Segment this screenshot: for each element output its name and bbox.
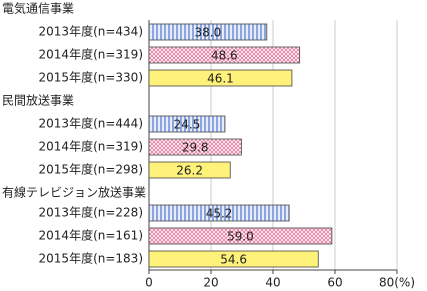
- group-label: 有線テレビジョン放送事業: [2, 185, 146, 200]
- bar: [148, 23, 268, 41]
- bar: [148, 250, 319, 268]
- value-label: 59.0: [227, 230, 254, 244]
- category-label: 2013年度(n=434): [39, 24, 143, 39]
- category-label: 2015年度(n=183): [39, 251, 143, 266]
- x-tick-label: 80(%): [379, 276, 415, 290]
- x-tick-label: 60: [327, 276, 342, 290]
- value-label: 24.5: [174, 118, 201, 132]
- category-label: 2014年度(n=319): [39, 139, 143, 154]
- bar: [148, 161, 231, 179]
- bar: [148, 115, 226, 133]
- category-label: 2015年度(n=298): [39, 162, 143, 177]
- category-label: 2014年度(n=161): [39, 228, 143, 243]
- x-tick-label: 40: [265, 276, 280, 290]
- value-label: 45.2: [206, 207, 233, 221]
- category-label: 2013年度(n=228): [39, 205, 143, 220]
- value-label: 54.6: [220, 253, 247, 267]
- category-label: 2015年度(n=330): [39, 70, 143, 85]
- group-label: 民間放送事業: [2, 93, 74, 108]
- value-label: 46.1: [207, 72, 234, 86]
- x-tick-label: 0: [145, 276, 153, 290]
- value-label: 38.0: [195, 26, 222, 40]
- bar: [148, 227, 333, 245]
- category-label: 2014年度(n=319): [39, 47, 143, 62]
- bar: [148, 69, 293, 87]
- x-tick-label: 20: [203, 276, 218, 290]
- value-label: 26.2: [176, 164, 203, 178]
- category-label: 2013年度(n=444): [39, 116, 143, 131]
- bar: [148, 138, 242, 156]
- value-label: 29.8: [182, 141, 209, 155]
- group-label: 電気通信事業: [2, 1, 74, 16]
- bar: [148, 46, 301, 64]
- value-label: 48.6: [211, 49, 238, 63]
- bar: [148, 204, 290, 222]
